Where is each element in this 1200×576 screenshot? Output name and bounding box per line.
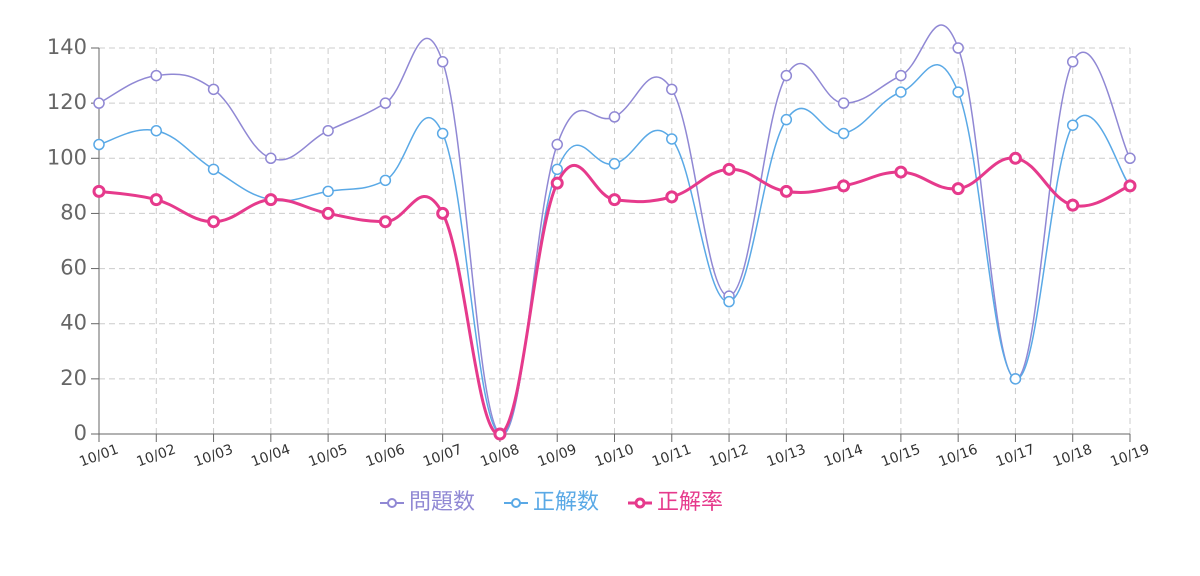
legend-marker: [387, 498, 397, 508]
data-point: [608, 193, 621, 207]
data-point: [1123, 179, 1137, 193]
legend-marker: [634, 497, 646, 509]
x-tick-label: 10/03: [192, 442, 235, 471]
data-point: [1009, 373, 1022, 385]
data-point: [150, 124, 163, 137]
data-point: [666, 133, 678, 145]
data-point: [1008, 151, 1022, 165]
data-point: [951, 182, 965, 196]
data-point: [493, 427, 507, 441]
data-point: [264, 193, 278, 207]
data-point: [551, 163, 563, 176]
data-point: [551, 138, 563, 151]
legend-label: 正解数: [533, 490, 599, 515]
y-tick-label: 40: [60, 311, 87, 335]
data-point: [207, 215, 221, 229]
data-point: [722, 162, 736, 176]
x-tick-label: 10/19: [1108, 442, 1151, 471]
data-point: [837, 127, 850, 140]
data-point: [952, 86, 964, 98]
x-tick-label: 10/06: [364, 442, 407, 471]
data-point: [436, 56, 449, 68]
data-point: [608, 158, 621, 170]
data-point: [265, 152, 277, 165]
x-tick-label: 10/17: [994, 442, 1037, 471]
data-point: [895, 86, 907, 98]
data-point: [895, 69, 907, 82]
data-point: [1066, 56, 1079, 68]
data-point: [436, 206, 450, 220]
y-tick-label: 100: [47, 145, 87, 169]
x-tick-label: 10/10: [593, 442, 636, 471]
data-point: [1066, 119, 1079, 131]
x-tick-label: 10/18: [1051, 442, 1094, 471]
data-point: [1124, 152, 1136, 165]
data-point: [379, 174, 392, 187]
data-point: [665, 190, 679, 204]
data-point: [379, 97, 392, 109]
data-point: [149, 193, 163, 207]
data-point: [207, 163, 220, 176]
x-tick-label: 10/09: [536, 442, 579, 471]
data-point: [322, 185, 334, 198]
data-point: [322, 124, 334, 137]
y-tick-label: 80: [60, 200, 87, 224]
data-point: [93, 138, 105, 151]
series-line: [98, 24, 1131, 436]
data-point: [723, 295, 735, 308]
x-tick-label: 10/11: [650, 442, 693, 471]
data-point: [779, 184, 793, 198]
y-tick-label: 140: [47, 35, 87, 59]
y-tick-label: 120: [47, 90, 87, 114]
x-tick-label: 10/05: [306, 442, 349, 471]
x-tick-label: 10/07: [421, 442, 464, 471]
data-point: [207, 83, 220, 96]
y-tick-label: 0: [74, 421, 87, 445]
legend-marker: [511, 498, 521, 508]
data-point: [837, 179, 851, 193]
x-tick-label: 10/13: [765, 442, 808, 471]
data-point: [150, 69, 163, 82]
x-tick-label: 10/15: [879, 442, 922, 471]
data-point: [436, 127, 449, 140]
x-tick-label: 10/12: [707, 442, 750, 471]
data-point: [837, 97, 850, 109]
data-point: [780, 69, 793, 82]
data-point: [378, 215, 392, 229]
data-point: [92, 184, 106, 198]
x-tick-label: 10/04: [249, 442, 292, 471]
y-tick-label: 60: [60, 256, 87, 280]
x-tick-label: 10/01: [77, 442, 120, 471]
data-point: [93, 97, 105, 109]
data-point: [550, 176, 564, 190]
legend-label: 正解率: [657, 490, 723, 515]
data-point: [894, 165, 908, 179]
data-point: [666, 83, 678, 96]
data-point: [321, 206, 335, 220]
data-point: [952, 42, 964, 54]
data-point: [608, 111, 621, 123]
data-point: [1066, 198, 1080, 212]
x-tick-label: 10/16: [936, 442, 979, 471]
x-tick-label: 10/08: [478, 442, 521, 471]
x-tick-label: 10/02: [135, 442, 178, 471]
data-point: [780, 113, 793, 126]
y-tick-label: 20: [60, 366, 87, 390]
x-tick-label: 10/14: [822, 442, 865, 471]
legend-label: 問題数: [409, 490, 475, 515]
